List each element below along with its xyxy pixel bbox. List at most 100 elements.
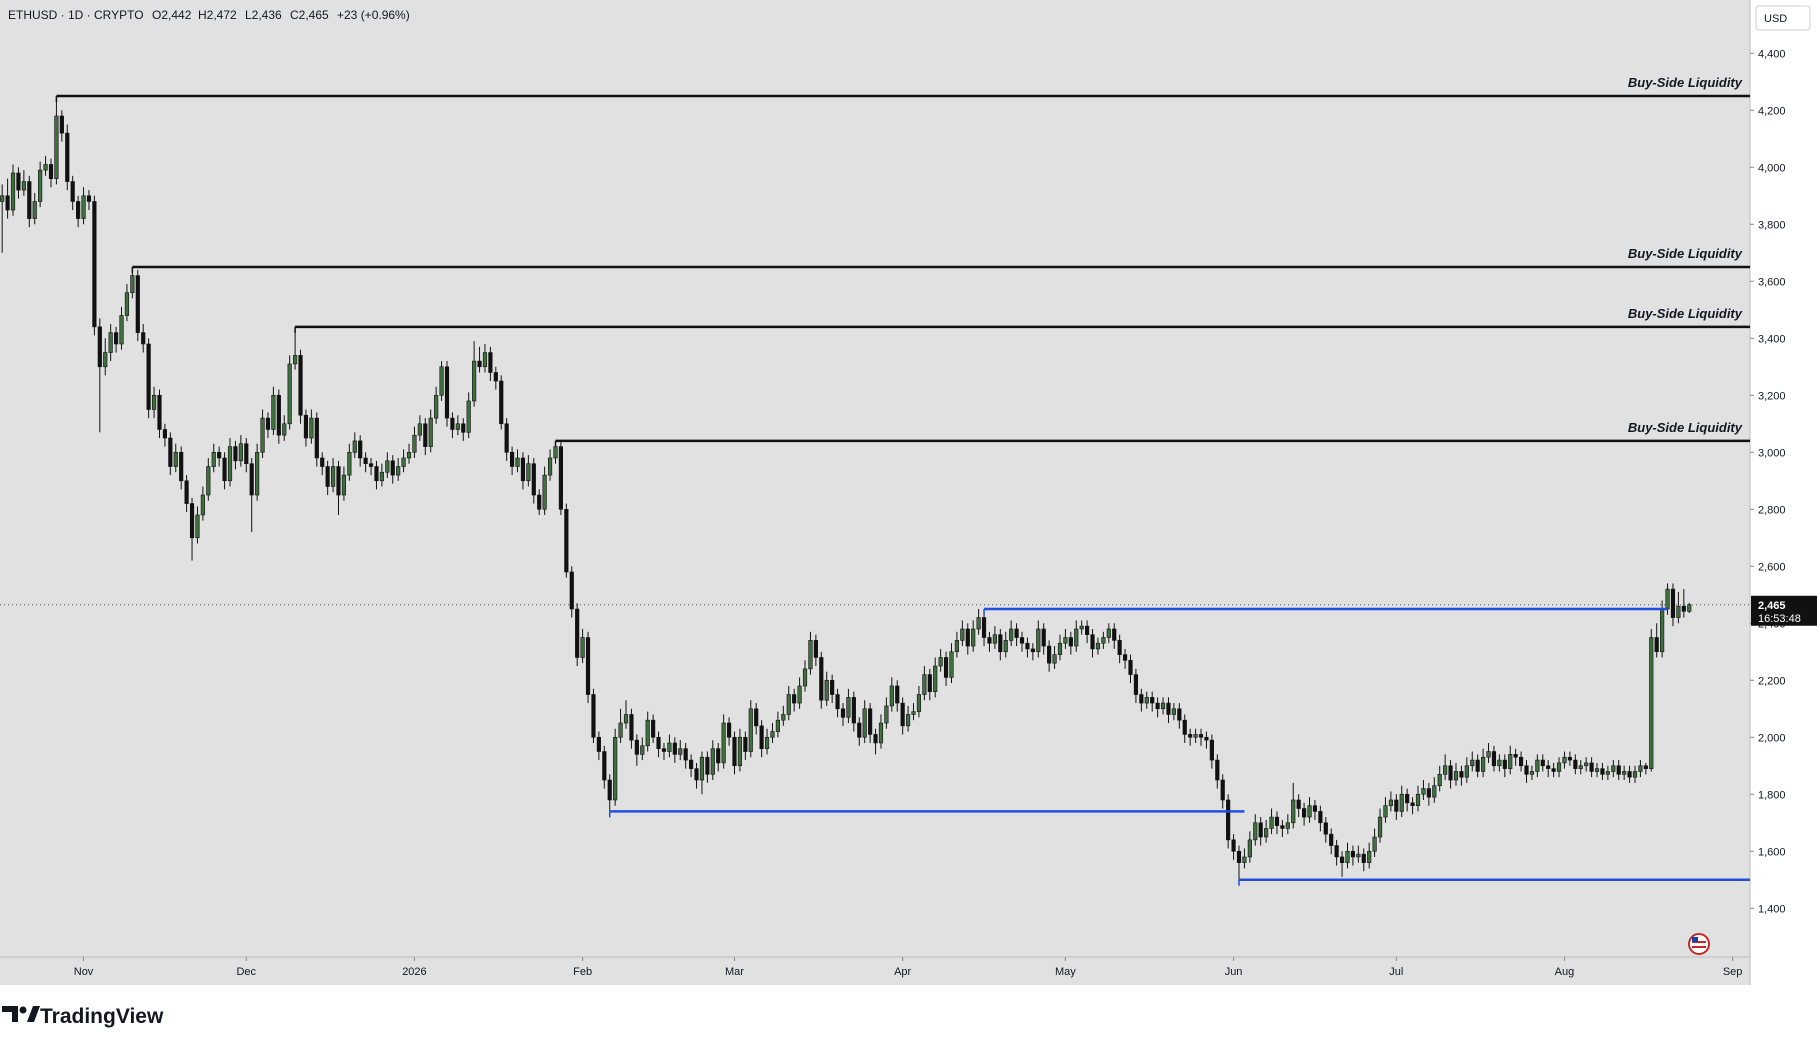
candle-body [265, 417, 271, 430]
candle-body [455, 423, 460, 430]
candle-body [1426, 788, 1431, 798]
candle-body [1182, 719, 1187, 735]
candle-body [1616, 765, 1621, 775]
y-tick-label: 4,000 [1758, 162, 1786, 174]
candle-body [1323, 822, 1328, 835]
candle-body [1421, 788, 1426, 795]
candle-body [417, 423, 422, 436]
candle-body [303, 414, 309, 439]
candle-body [1014, 628, 1019, 638]
candle-body [591, 694, 596, 738]
candle-body [1188, 734, 1193, 738]
candle-body [906, 714, 911, 727]
candle-body [1394, 799, 1399, 812]
candle-body [325, 466, 330, 487]
candle-body [824, 679, 829, 701]
candle-body [743, 736, 748, 752]
countdown: 16:53:48 [1758, 613, 1801, 625]
candle-body [954, 640, 960, 653]
flag-icon [1688, 933, 1710, 955]
candle-body [21, 181, 26, 191]
candle-body [1649, 637, 1654, 769]
candle-body [330, 466, 336, 487]
candle-body [76, 201, 81, 219]
candle-body [1437, 774, 1442, 787]
candle-body [1388, 799, 1393, 806]
high-value: H2,472 [198, 8, 237, 22]
currency-box[interactable] [1755, 5, 1811, 31]
candle-body [298, 355, 303, 416]
candle-body [1410, 802, 1415, 806]
candle-body [43, 164, 48, 171]
candle-body [987, 637, 992, 644]
candle-body [792, 694, 797, 704]
candle-body [1198, 734, 1204, 738]
candle-body [16, 172, 21, 191]
candle-body [233, 446, 238, 462]
candle-body [1220, 779, 1225, 801]
candle-body [613, 736, 618, 801]
candle-body [1068, 637, 1073, 647]
candle-body [1019, 637, 1025, 644]
candle-body [1112, 628, 1117, 641]
candle-body [900, 702, 905, 727]
candle-body [1670, 588, 1676, 618]
candle-body [135, 275, 140, 333]
close-value: C2,465 [290, 8, 329, 22]
candle-body [1383, 805, 1388, 818]
candle-body [1041, 628, 1046, 647]
candle-body [998, 634, 1003, 653]
candle-body [1665, 588, 1670, 610]
candle-body [309, 417, 314, 439]
candle-body [1063, 637, 1068, 644]
candle-body [396, 466, 401, 476]
candle-body [238, 443, 243, 462]
y-tick-label: 3,800 [1758, 219, 1786, 231]
candle-body [1627, 771, 1632, 778]
x-tick-label: Sep [1723, 966, 1743, 978]
candle-body [1193, 734, 1198, 738]
candle-body [130, 275, 135, 293]
candle-body [276, 394, 281, 436]
candle-body [667, 742, 672, 752]
candle-body [857, 722, 862, 738]
candle-body [1399, 793, 1404, 812]
candle-body [1036, 628, 1041, 653]
candle-body [1285, 822, 1290, 829]
y-tick-label: 2,600 [1758, 561, 1786, 573]
candle-body [949, 651, 954, 678]
candle-body [168, 437, 173, 467]
candle-body [1117, 640, 1122, 655]
x-tick-label: May [1055, 966, 1076, 978]
candle-body [580, 637, 585, 658]
candle-body [1502, 759, 1507, 769]
candle-body [640, 745, 645, 755]
candle-body [1562, 756, 1567, 764]
candle-body [1329, 833, 1334, 846]
candle-body [1622, 771, 1627, 775]
candle-body [293, 355, 298, 365]
candle-body [119, 315, 124, 345]
candle-body [694, 768, 699, 781]
candle-body [1508, 754, 1513, 769]
candle-body [1611, 765, 1616, 772]
candle-body [1551, 768, 1556, 772]
level-label: Buy-Side Liquidity [1628, 306, 1743, 321]
candle-body [1009, 628, 1014, 641]
candle-body [1171, 708, 1176, 715]
candle-body [1095, 642, 1101, 650]
low-value: L2,436 [245, 8, 282, 22]
candle-body [1556, 762, 1562, 772]
level-label: Buy-Side Liquidity [1628, 246, 1743, 261]
candle-body [802, 668, 808, 687]
candle-body [1139, 694, 1144, 704]
candle-body [770, 731, 775, 738]
candle-body [493, 372, 498, 382]
candle-body [1150, 697, 1155, 704]
candle-body [678, 748, 683, 755]
candle-body [737, 736, 743, 767]
candle-body [1546, 765, 1551, 769]
candle-body [260, 417, 265, 453]
candle-body [1269, 816, 1274, 829]
